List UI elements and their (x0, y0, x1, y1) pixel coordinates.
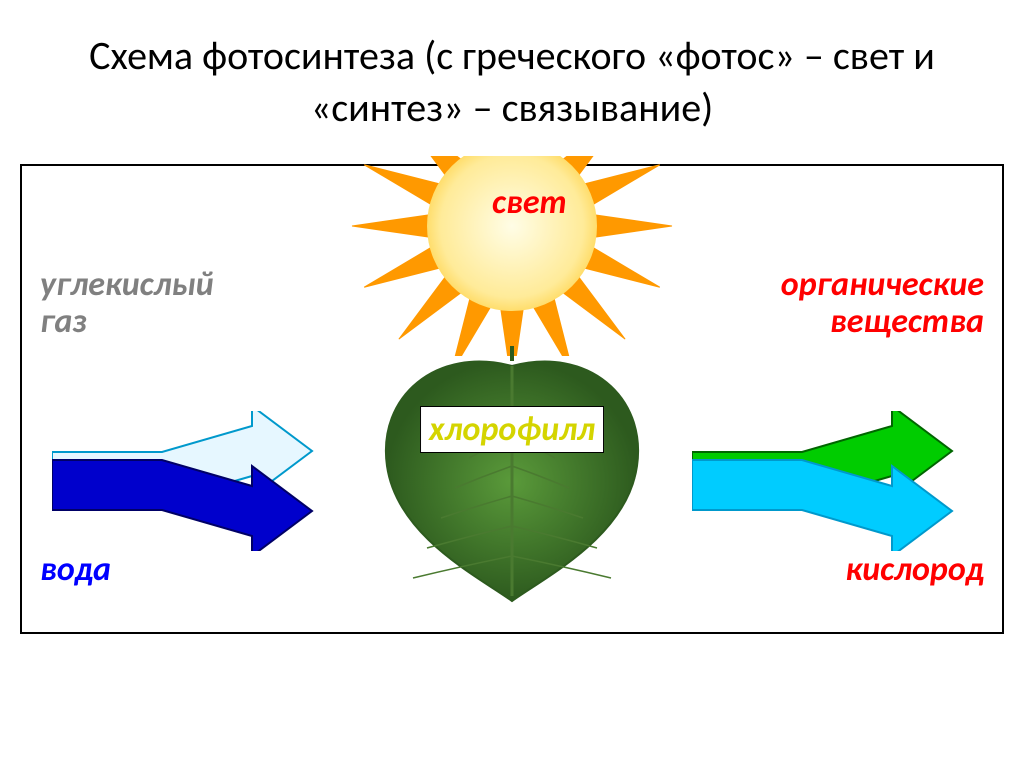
output-arrows (692, 411, 972, 556)
label-light: свет (492, 184, 567, 221)
label-chlorophyll: хлорофилл (420, 406, 604, 453)
label-co2: углекислый газ (40, 266, 214, 341)
page-title: Схема фотосинтеза (с греческого «фотос» … (0, 0, 1024, 154)
label-oxygen: кислород (845, 551, 984, 588)
label-water: вода (40, 551, 111, 588)
label-organic: органические вещества (781, 266, 984, 341)
leaf-icon (377, 346, 647, 611)
diagram-container: свет углекислый газ вода органические ве… (20, 164, 1004, 634)
input-arrows (52, 411, 332, 556)
